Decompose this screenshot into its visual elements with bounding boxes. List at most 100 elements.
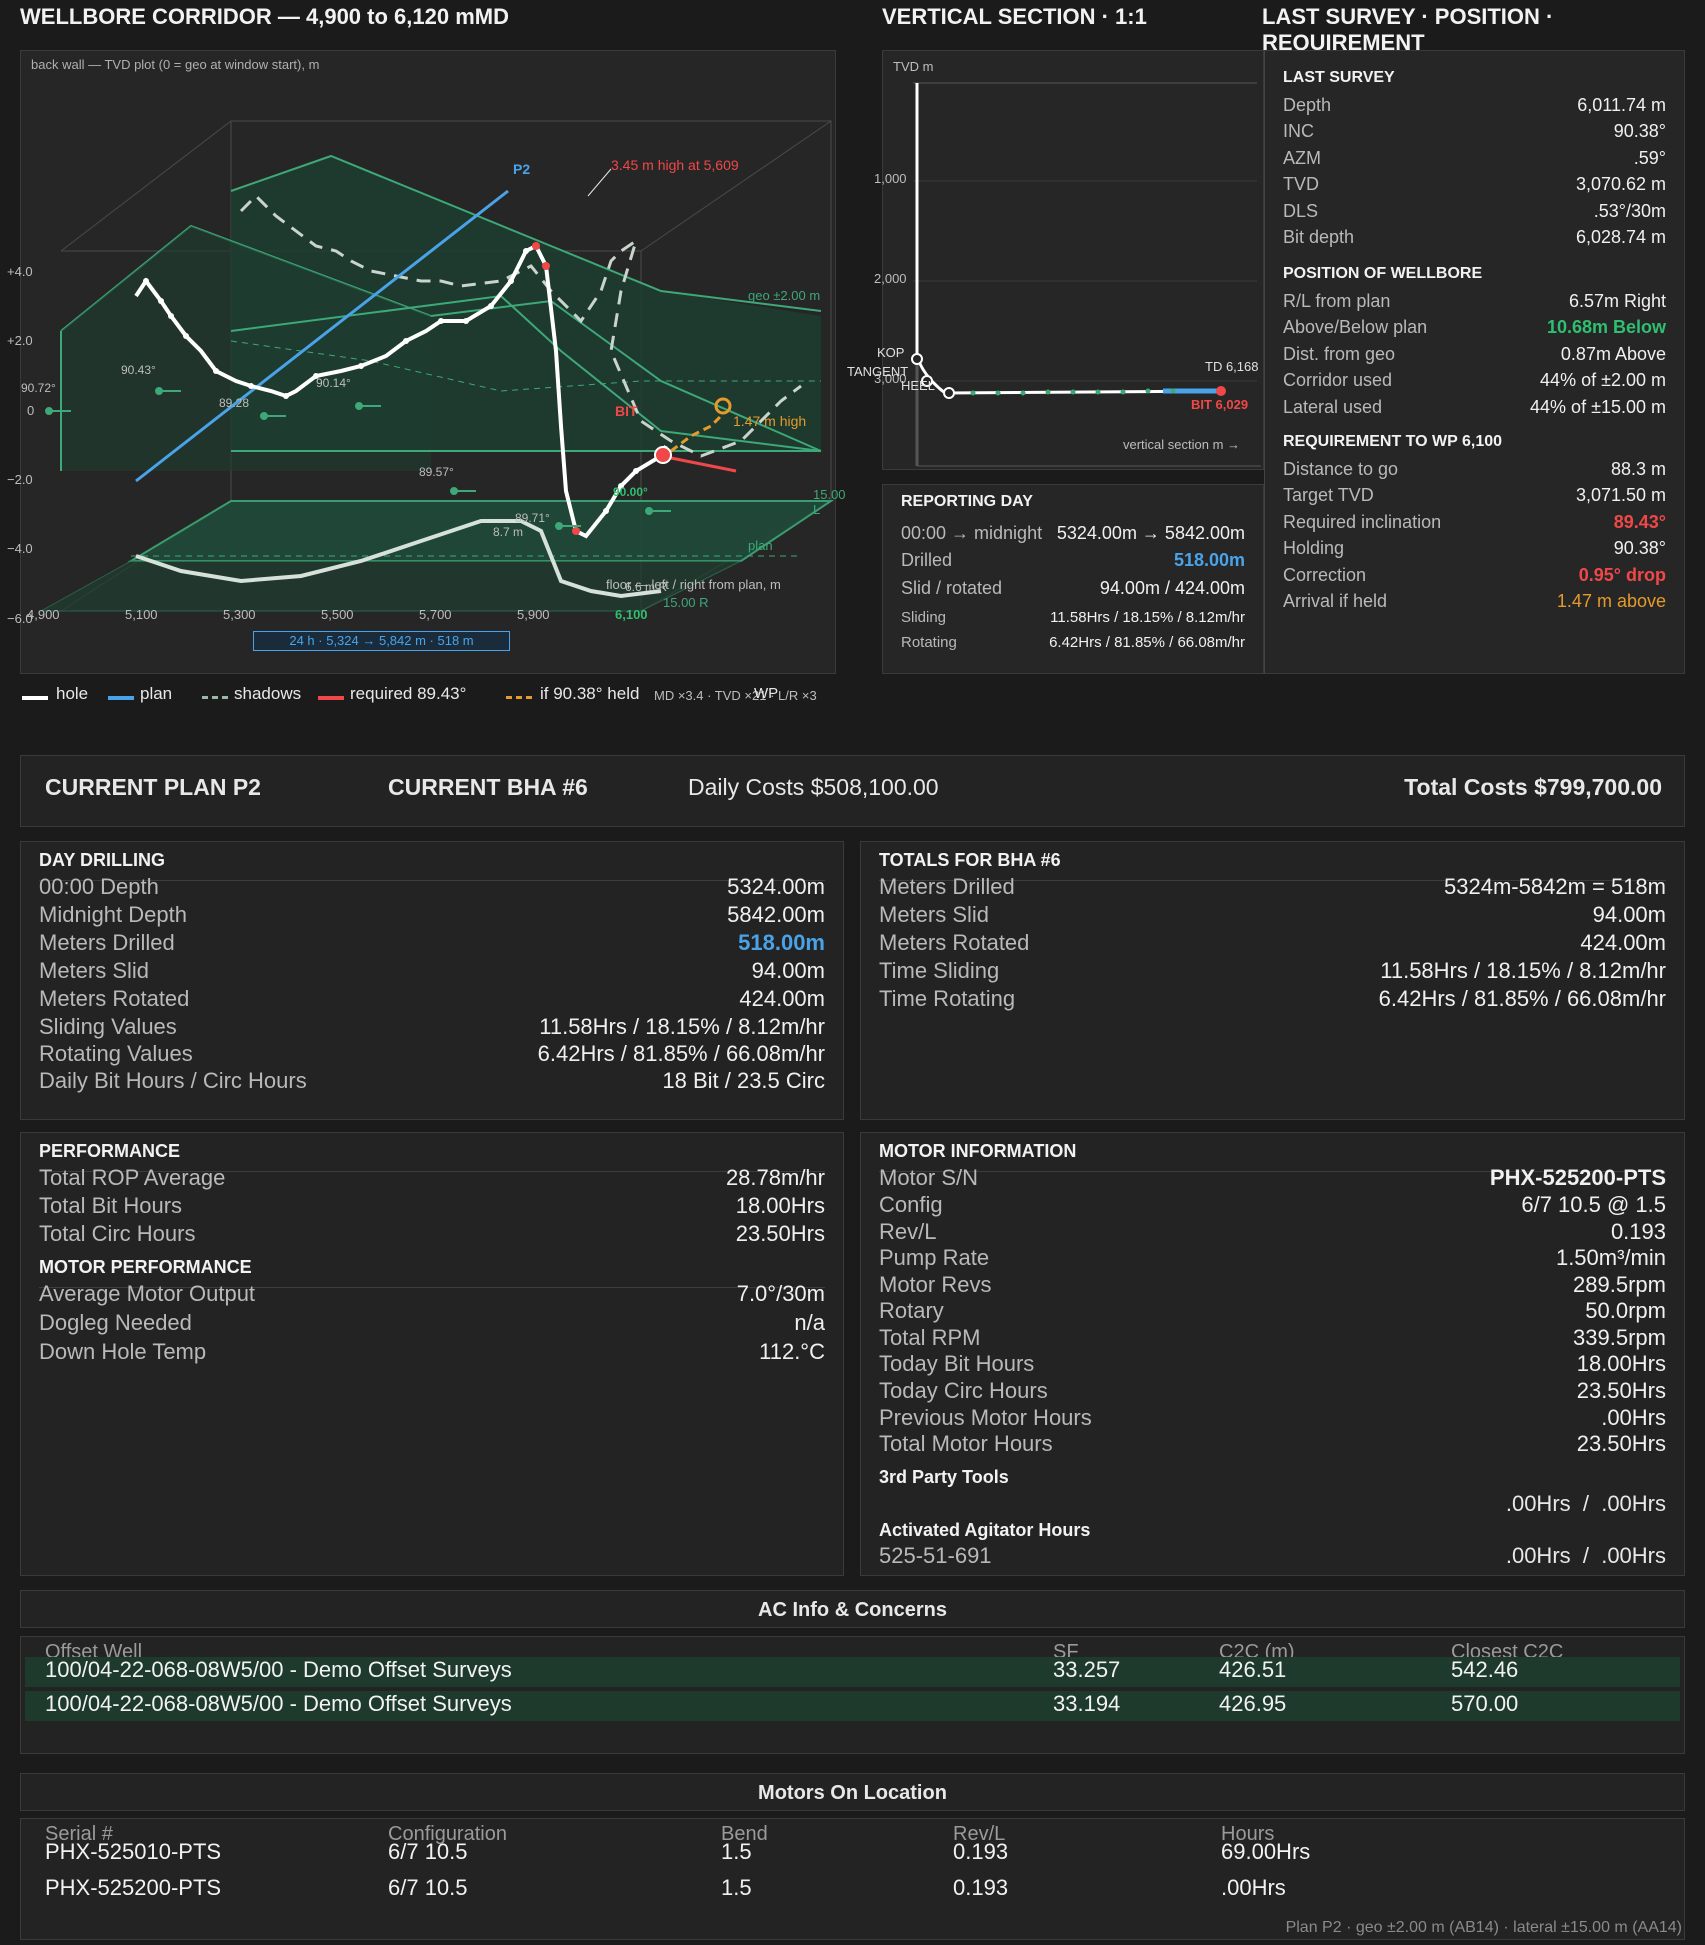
req-label: Target TVD	[1283, 485, 1374, 505]
dd-label: Daily Bit Hours / Circ Hours	[39, 1068, 307, 1093]
req-label: Arrival if held	[1283, 591, 1388, 611]
position-title: POSITION OF WELLBORE	[1283, 265, 1483, 282]
reporting-panel: REPORTING DAY 00:00 → midnight 5324.00m →…	[882, 484, 1264, 674]
dd-label: Midnight Depth	[39, 902, 187, 927]
position-label: R/L from plan	[1283, 291, 1391, 311]
bit-high-label: 1.47 m high	[733, 413, 807, 429]
rep-label: Slid / rotated	[901, 578, 1003, 598]
dist-label: 8.7 m	[493, 525, 524, 539]
survey-value: 3,070.62 m	[1575, 174, 1666, 194]
inc-label: 90.43°	[121, 363, 156, 377]
motor-performance-title: MOTOR PERFORMANCE	[39, 1257, 252, 1277]
survey-label: AZM	[1283, 148, 1321, 168]
req-label: Distance to go	[1283, 459, 1399, 479]
dd-value: 5324.00m	[727, 874, 825, 899]
x-tick: 5,100	[125, 607, 158, 622]
rep-value: 11.58Hrs / 18.15% / 8.12m/hr	[1050, 609, 1245, 626]
agitator-title: Activated Agitator Hours	[879, 1520, 1091, 1540]
x-tick: 6,100	[615, 607, 648, 622]
dd-label: 00:00 Depth	[39, 874, 159, 899]
tb-label: Meters Rotated	[879, 930, 1030, 955]
ac-cell: 33.257	[1053, 1657, 1121, 1682]
lateral-label: 15.00 L	[813, 487, 846, 517]
y-tick: −6.0	[7, 611, 33, 626]
mi-label: Previous Motor Hours	[879, 1405, 1092, 1430]
survey-label: TVD	[1283, 174, 1319, 194]
position-value: 10.68m Below	[1546, 317, 1666, 337]
mi-value: 339.5rpm	[1573, 1325, 1666, 1350]
total-costs: Total Costs $799,700.00	[1404, 774, 1662, 800]
table-row[interactable]: PHX-525010-PTS 6/7 10.5 1.5 0.193 69.00H…	[25, 1839, 1680, 1869]
rep-value: 94.00m / 424.00m	[1099, 578, 1245, 598]
req-label: Required inclination	[1283, 512, 1442, 532]
vsection-plot	[911, 82, 1261, 467]
motors-cell: PHX-525010-PTS	[45, 1839, 222, 1864]
survey-label: INC	[1283, 121, 1314, 141]
perf-value: 28.78m/hr	[725, 1165, 825, 1190]
legend-swatch	[506, 696, 532, 703]
dd-label: Rotating Values	[39, 1041, 193, 1066]
performance-title: PERFORMANCE	[39, 1141, 181, 1161]
motors-cell: 0.193	[953, 1875, 1009, 1900]
x-tick: 5,700	[419, 607, 452, 622]
dd-value: 18 Bit / 23.5 Circ	[662, 1068, 825, 1093]
motors-header-cell: Hours	[1221, 1823, 1275, 1845]
table-row[interactable]: 100/04-22-068-08W5/00 - Demo Offset Surv…	[25, 1657, 1680, 1687]
table-row[interactable]: PHX-525200-PTS 6/7 10.5 1.5 0.193 .00Hrs	[25, 1875, 1680, 1905]
vs-tick: 2,000	[874, 271, 907, 286]
mi-label: Today Bit Hours	[879, 1351, 1035, 1376]
motors-table: Serial # Configuration Bend Rev/L Hours …	[20, 1818, 1685, 1940]
vs-xlabel: vertical section m →	[1123, 437, 1241, 452]
vs-bit-marker	[1216, 386, 1226, 396]
y-tick: −2.0	[7, 472, 33, 487]
bit-label: BIT	[615, 403, 638, 419]
rep-label: 00:00 → midnight	[901, 523, 1043, 543]
inc-label: 90.14°	[316, 376, 351, 390]
geo-label: geo ±2.00 m	[748, 288, 821, 303]
ac-cell: 426.51	[1219, 1657, 1287, 1682]
y-tick: −4.0	[7, 541, 33, 556]
corridor-3d-plot	[39, 120, 835, 612]
dd-value: 6.42Hrs / 81.85% / 66.08m/hr	[537, 1041, 825, 1066]
req-value: 88.3 m	[1610, 459, 1666, 479]
tb-label: Time Rotating	[879, 986, 1016, 1011]
vs-td: TD 6,168	[1205, 359, 1259, 374]
wp-label: WP	[754, 685, 779, 702]
day-drilling-title: DAY DRILLING	[39, 850, 166, 870]
vsection-panel: TVD m 1,000 2,000 3,000 KOP TANGENT HEEL…	[847, 50, 1264, 470]
mi-label: Total RPM	[879, 1325, 981, 1350]
mi-label: Motor Revs	[879, 1272, 992, 1297]
motors-header-cell: Serial #	[45, 1823, 113, 1845]
motor-info-title: MOTOR INFORMATION	[879, 1141, 1077, 1161]
vs-bit: BIT 6,029	[1191, 397, 1249, 412]
vsection-title: VERTICAL SECTION · 1:1	[882, 4, 1147, 29]
motors-cell: 6/7 10.5	[388, 1839, 468, 1864]
tb-value: 424.00m	[1580, 930, 1666, 955]
current-plan: CURRENT PLAN P2	[45, 774, 261, 800]
scale-legend: MD ×3.4 · TVD ×21 · L/R ×3	[654, 688, 817, 703]
inc-label: 89.28	[219, 396, 250, 410]
mi-label: Rev/L	[879, 1219, 937, 1244]
tb-value: 5324m-5842m = 518m	[1444, 874, 1666, 899]
window-label: 24 h · 5,324 → 5,842 m · 518 m	[253, 631, 510, 651]
corridor-panel: back wall — TVD plot (0 = geo at window …	[7, 50, 846, 674]
mi-value: PHX-525200-PTS	[1489, 1165, 1666, 1190]
tb-value: 94.00m	[1592, 902, 1666, 927]
position-label: Above/Below plan	[1283, 317, 1428, 337]
motors-cell: 69.00Hrs	[1221, 1839, 1311, 1864]
rep-value: 6.42Hrs / 81.85% / 66.08m/hr	[1049, 634, 1245, 651]
motors-header: Motors On Location	[20, 1773, 1685, 1811]
legend-label: required 89.43°	[350, 684, 467, 703]
perf-value: 23.50Hrs	[735, 1221, 825, 1246]
position-label: Corridor used	[1283, 370, 1393, 390]
mp-value: 7.0°/30m	[736, 1281, 825, 1306]
motors-title: Motors On Location	[758, 1782, 947, 1804]
plan-bar: CURRENT PLAN P2 CURRENT BHA #6 Daily Cos…	[20, 755, 1685, 827]
mi-value: 1.50m³/min	[1555, 1245, 1666, 1270]
motors-cell: .00Hrs	[1221, 1875, 1286, 1900]
rep-label: Drilled	[901, 550, 953, 570]
table-row[interactable]: 100/04-22-068-08W5/00 - Demo Offset Surv…	[25, 1691, 1680, 1721]
legend-label: plan	[140, 684, 173, 703]
ac-info-title: AC Info & Concerns	[758, 1599, 947, 1621]
survey-value: 6,011.74 m	[1577, 95, 1666, 115]
